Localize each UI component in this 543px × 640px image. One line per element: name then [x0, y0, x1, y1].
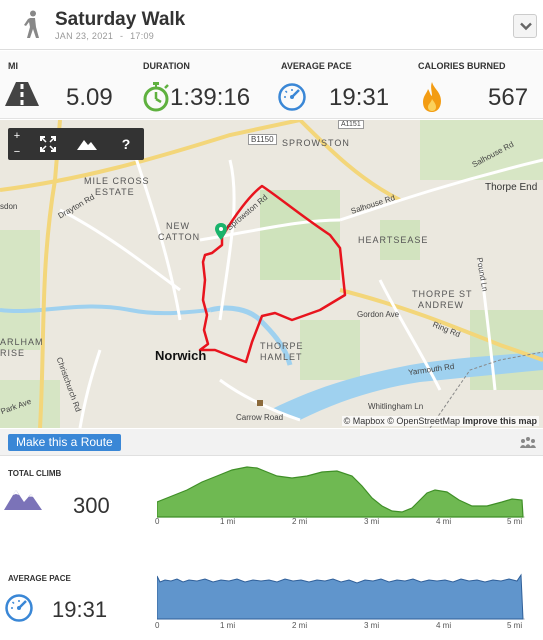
map-label-hamlet: HAMLET	[260, 352, 303, 362]
road-whitlingham: Whitlingham Ln	[368, 402, 424, 411]
speedometer-icon	[5, 594, 33, 622]
stat-duration: DURATION 1:39:16	[136, 51, 276, 119]
make-route-button[interactable]: Make this a Route	[8, 434, 121, 451]
road-carrow: Carrow Road	[236, 413, 284, 422]
zoom-out-button[interactable]: −	[13, 146, 21, 158]
stat-distance-label: MI	[8, 61, 18, 71]
elevation-chart	[157, 466, 525, 518]
fullscreen-button[interactable]	[30, 128, 66, 160]
stat-avg-pace-label: AVERAGE PACE	[281, 61, 352, 71]
map-controls: + − ?	[8, 128, 144, 160]
walking-person-icon	[24, 10, 39, 38]
activity-title: Saturday Walk	[55, 9, 186, 30]
options-dropdown-button[interactable]	[513, 14, 537, 38]
map-label-rise: RISE	[0, 348, 26, 358]
road-icon	[5, 82, 39, 106]
climb-tick-5: 5 mi	[507, 517, 523, 526]
map-label-heartsease: HEARTSEASE	[358, 235, 429, 245]
map-label-andrew: ANDREW	[418, 300, 464, 310]
activity-time: 17:09	[130, 31, 155, 41]
map-label-thorpe-st: THORPE ST	[412, 289, 473, 299]
road-sdon: sdon	[0, 202, 18, 211]
stat-duration-label: DURATION	[143, 61, 190, 71]
mapbox-attribution-link[interactable]: © Mapbox	[343, 416, 385, 426]
pace-area	[157, 573, 524, 620]
stat-calories-label: CALORIES BURNED	[418, 61, 506, 71]
activity-datetime: JAN 23, 2021 - 17:09	[55, 31, 154, 41]
datetime-separator: -	[119, 31, 124, 41]
stat-calories: CALORIES BURNED 567	[414, 51, 543, 119]
chevron-down-icon	[520, 22, 532, 31]
pace-tick-3: 3 mi	[364, 621, 380, 630]
stopwatch-icon	[143, 82, 169, 112]
stat-distance-value: 5.09	[66, 84, 113, 111]
stat-calories-value: 567	[488, 84, 529, 111]
help-button[interactable]: ?	[121, 136, 131, 152]
road-gordon-ave: Gordon Ave	[357, 310, 400, 319]
share-network-icon[interactable]	[520, 436, 536, 448]
map-label-new: NEW	[166, 221, 190, 231]
map-label-estate: ESTATE	[95, 187, 135, 197]
pace-tick-4: 4 mi	[436, 621, 452, 630]
expand-icon	[40, 136, 56, 152]
mountain-icon	[77, 140, 97, 150]
activity-date: JAN 23, 2021	[55, 31, 114, 41]
elevation-area	[157, 466, 524, 518]
speedometer-icon	[278, 83, 306, 111]
map-label-norwich: Norwich	[155, 348, 207, 363]
map-label-thorpe-end: Thorpe End	[485, 182, 538, 193]
zoom-in-button[interactable]: +	[13, 130, 21, 142]
stats-bar: MI 5.09 DURATION 1:39:16 AVERAGE PACE 19	[0, 51, 543, 119]
map-label-catton: CATTON	[158, 232, 201, 242]
route-path	[198, 184, 347, 364]
map-background	[0, 120, 543, 428]
route-map[interactable]: + − ? SPROWSTON MILE CROSS ESTATE NEW CA…	[0, 120, 543, 428]
stat-duration-value: 1:39:16	[170, 84, 251, 111]
road-b1150: B1150	[248, 134, 277, 145]
map-label-mile-cross: MILE CROSS	[84, 176, 150, 186]
map-label-thorpe: THORPE	[260, 341, 304, 351]
start-pin-icon	[215, 223, 227, 240]
road-a1151: A1151	[338, 120, 364, 129]
climb-tick-4: 4 mi	[436, 517, 452, 526]
climb-label: TOTAL CLIMB	[8, 469, 62, 478]
map-label-arlham: ARLHAM	[0, 337, 44, 347]
climb-value: 300	[73, 493, 110, 518]
route-bar: Make this a Route	[0, 429, 543, 456]
stat-avg-pace: AVERAGE PACE 19:31	[277, 51, 413, 119]
pace-value: 19:31	[52, 597, 108, 622]
climb-panel: TOTAL CLIMB 300 0 1 mi 2 mi 3 mi 4 mi 5 …	[0, 457, 543, 537]
stat-avg-pace-value: 19:31	[329, 84, 390, 111]
pace-label: AVERAGE PACE	[8, 574, 71, 583]
map-attribution: © Mapbox © OpenStreetMap Improve this ma…	[341, 416, 539, 426]
climb-tick-3: 3 mi	[364, 517, 380, 526]
pace-tick-5: 5 mi	[507, 621, 523, 630]
climb-tick-1: 1 mi	[220, 517, 236, 526]
pace-tick-1: 1 mi	[220, 621, 236, 630]
pace-panel: AVERAGE PACE 19:31 0 1 mi 2 mi 3 mi 4 mi…	[0, 560, 543, 640]
stat-distance: MI 5.09	[0, 51, 135, 119]
pace-tick-0: 0	[155, 621, 160, 630]
climb-tick-2: 2 mi	[292, 517, 308, 526]
mountains-icon	[4, 490, 42, 510]
pace-chart	[157, 573, 525, 620]
climb-tick-0: 0	[155, 517, 160, 526]
activity-header: Saturday Walk JAN 23, 2021 - 17:09	[0, 0, 543, 50]
improve-map-link[interactable]: Improve this map	[462, 416, 537, 426]
pace-tick-2: 2 mi	[292, 621, 308, 630]
terrain-toggle-button[interactable]	[68, 128, 106, 160]
map-label-sprowston: SPROWSTON	[282, 138, 350, 148]
osm-attribution-link[interactable]: © OpenStreetMap	[387, 416, 460, 426]
flame-icon	[423, 82, 441, 112]
